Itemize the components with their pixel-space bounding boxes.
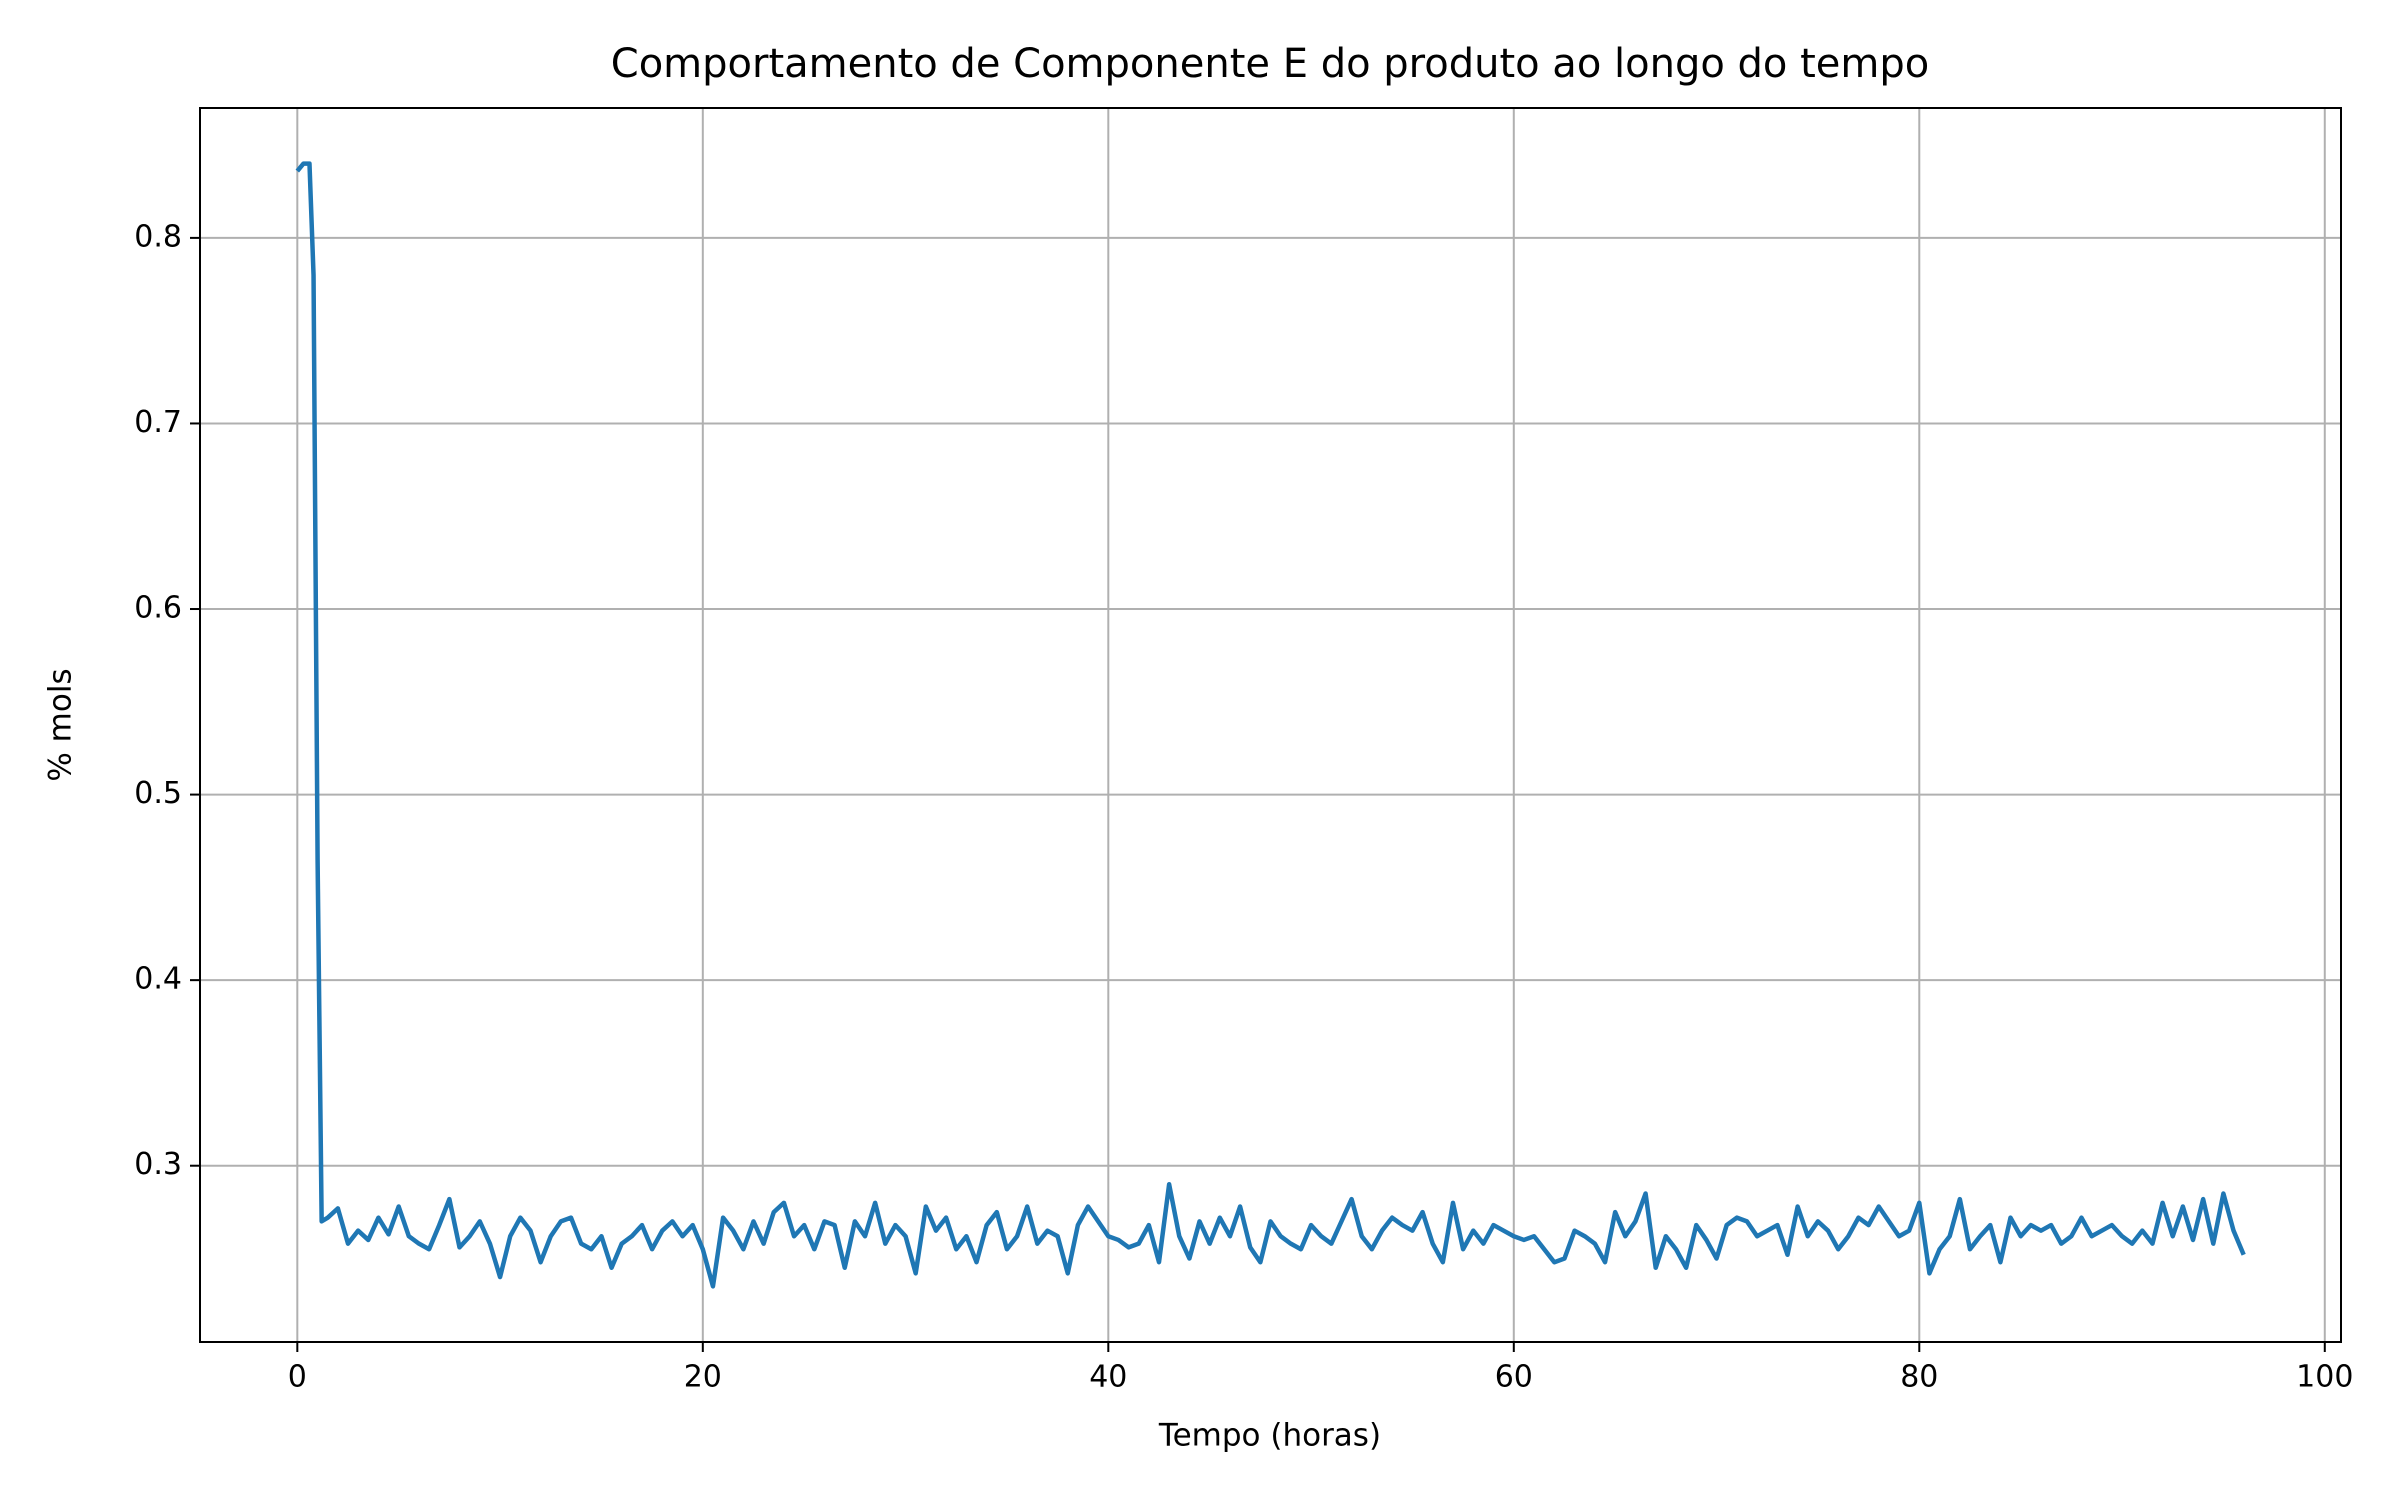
- y-tick-label: 0.6: [134, 591, 182, 626]
- x-tick-label: 60: [1495, 1360, 1533, 1395]
- x-tick-label: 40: [1089, 1360, 1127, 1395]
- y-axis-label: % mols: [43, 668, 79, 781]
- y-tick-label: 0.7: [134, 405, 182, 440]
- y-tick-label: 0.5: [134, 776, 182, 811]
- plot-frame: [199, 107, 2342, 1343]
- x-axis-label: Tempo (horas): [1158, 1418, 1381, 1454]
- data-line: [295, 161, 2246, 1289]
- x-tick-label: 100: [2296, 1360, 2353, 1395]
- y-tick-label: 0.8: [134, 219, 182, 254]
- x-tick-label: 20: [684, 1360, 722, 1395]
- x-tick-label: 0: [288, 1360, 307, 1395]
- chart-title: Comportamento de Componente E do produto…: [611, 41, 1929, 87]
- x-tick-label: 80: [1900, 1360, 1938, 1395]
- y-tick-label: 0.3: [134, 1147, 182, 1182]
- y-tick-label: 0.4: [134, 962, 182, 997]
